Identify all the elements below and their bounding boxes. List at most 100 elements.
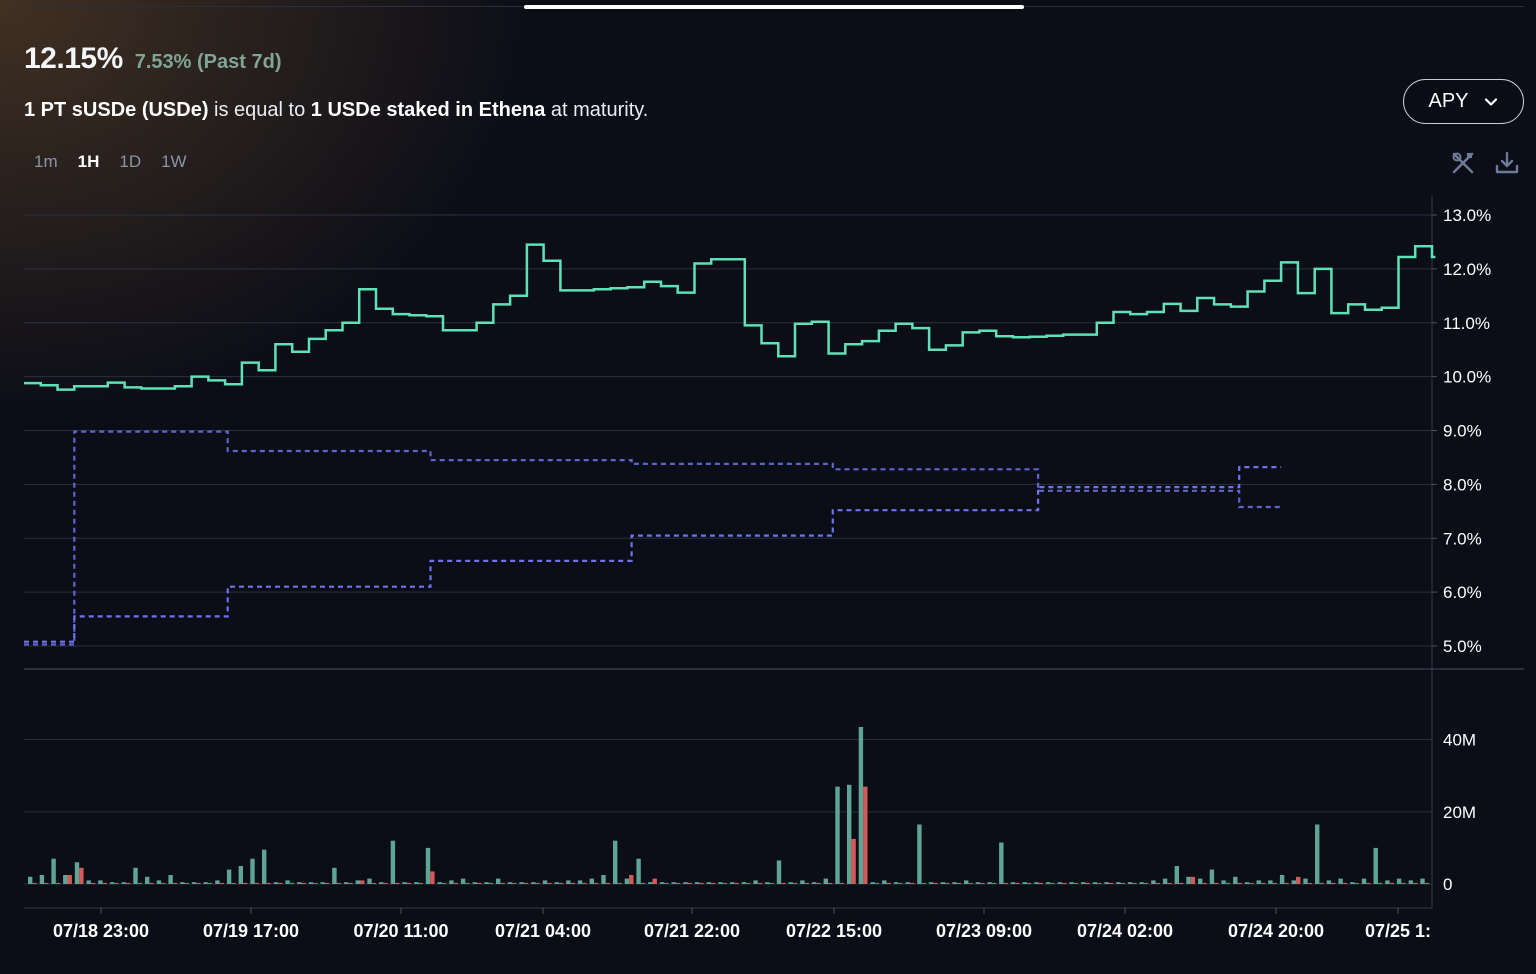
- x-tick-label: 07/24 20:00: [1228, 921, 1324, 941]
- volume-bar-sell: [32, 882, 37, 884]
- timeframe-selector: 1m 1H 1D 1W: [34, 152, 187, 172]
- volume-bar-sell: [839, 882, 845, 884]
- volume-bar-buy: [706, 882, 711, 884]
- volume-bar-sell: [1179, 882, 1184, 884]
- volume-bar-buy: [1221, 880, 1226, 884]
- volume-bar-sell: [371, 882, 377, 884]
- volume-bar-sell: [1237, 882, 1242, 884]
- volume-bar-buy: [589, 878, 594, 884]
- volume-bar-sell: [1026, 882, 1032, 884]
- x-tick-label: 07/25 1:: [1365, 921, 1431, 941]
- volume-bar-sell: [1307, 882, 1313, 884]
- volume-bar-sell: [465, 882, 470, 884]
- volume-bar-sell: [348, 882, 353, 884]
- volume-bar-buy: [1303, 878, 1308, 884]
- volume-bar-buy: [531, 882, 536, 884]
- volume-bar-buy: [1268, 880, 1273, 884]
- volume-bar-buy: [1233, 876, 1238, 884]
- volume-bar-buy: [1256, 880, 1261, 884]
- volume-bar-buy: [320, 882, 325, 884]
- volume-bar-buy: [472, 882, 477, 884]
- volume-bar-sell: [933, 882, 938, 884]
- volume-bar-buy: [507, 882, 513, 884]
- volume-bar-sell: [1120, 882, 1125, 884]
- volume-bar-sell: [289, 882, 295, 884]
- volume-bar-buy: [882, 880, 887, 884]
- volume-bar-buy: [109, 882, 115, 884]
- volume-bar-buy: [484, 882, 489, 884]
- volume-bar-buy: [730, 882, 735, 884]
- volume-bar-buy: [1291, 880, 1296, 884]
- tools-icon[interactable]: [1450, 150, 1476, 176]
- volume-bar-buy: [402, 882, 407, 884]
- volume-bar-buy: [694, 882, 700, 884]
- volume-bar-sell: [816, 882, 821, 884]
- volume-bar-sell: [1132, 882, 1137, 884]
- drag-handle[interactable]: [524, 5, 1024, 9]
- volume-bar-buy: [1315, 824, 1320, 884]
- volume-bar-sell: [757, 882, 763, 884]
- chevron-down-icon: [1484, 97, 1497, 106]
- volume-bar-sell: [184, 882, 189, 884]
- volume-bar-sell: [582, 882, 587, 884]
- timeframe-1d[interactable]: 1D: [119, 152, 142, 171]
- x-tick-label: 07/19 17:00: [203, 921, 299, 941]
- volume-bar-buy: [1081, 882, 1086, 884]
- description-text-end: at maturity.: [545, 99, 649, 121]
- volume-bar-buy: [414, 882, 419, 884]
- volume-bar-sell: [254, 882, 260, 884]
- volume-bar-buy: [180, 882, 185, 884]
- volume-bar-sell: [1377, 882, 1383, 884]
- volume-bar-sell: [1062, 882, 1067, 884]
- timeframe-1m[interactable]: 1m: [34, 152, 58, 171]
- volume-bar-sell: [722, 882, 728, 884]
- volume-bar-buy: [577, 880, 583, 884]
- volume-bar-sell: [1225, 882, 1231, 884]
- volume-bar-buy: [1326, 880, 1332, 884]
- volume-bar-sell: [418, 882, 423, 884]
- volume-bar-buy: [566, 880, 571, 884]
- volume-bar-buy: [659, 882, 665, 884]
- volume-bar-sell: [313, 882, 318, 884]
- volume-bar-sell: [1097, 882, 1102, 884]
- underlying-apy-upper-line: [24, 430, 1282, 646]
- volume-bar-sell: [79, 867, 84, 884]
- timeframe-1w[interactable]: 1W: [161, 152, 187, 171]
- volume-bar-sell: [149, 882, 154, 884]
- volume-bar-buy: [952, 882, 957, 884]
- timeframe-1h[interactable]: 1H: [77, 152, 100, 171]
- volume-bar-sell: [851, 838, 856, 884]
- volume-y-tick-label: 40M: [1443, 731, 1476, 750]
- volume-bar-buy: [1408, 880, 1413, 884]
- y-tick-label: 6.0%: [1443, 583, 1482, 602]
- volume-bar-buy: [1420, 878, 1425, 884]
- volume-bar-sell: [699, 882, 704, 884]
- volume-bar-sell: [1272, 882, 1277, 884]
- pt-token-name: 1 PT sUSDe (USDe): [24, 99, 209, 121]
- volume-bar-sell: [1190, 876, 1196, 884]
- volume-bar-buy: [613, 840, 618, 884]
- volume-bar-buy: [379, 882, 384, 884]
- metric-selector-dropdown[interactable]: APY: [1403, 79, 1524, 124]
- volume-bar-buy: [51, 858, 56, 884]
- volume-bar-sell: [1085, 882, 1090, 884]
- y-tick-label: 13.0%: [1443, 206, 1491, 225]
- volume-bar-sell: [266, 882, 271, 884]
- volume-bar-buy: [343, 882, 349, 884]
- volume-bar-buy: [753, 880, 758, 884]
- volume-bar-sell: [219, 882, 224, 884]
- volume-bar-sell: [792, 882, 798, 884]
- volume-bar-buy: [999, 842, 1004, 884]
- volume-bar-buy: [1385, 880, 1390, 884]
- volume-bar-buy: [1092, 882, 1098, 884]
- download-icon[interactable]: [1494, 150, 1520, 176]
- volume-bar-sell: [1354, 882, 1359, 884]
- volume-bar-buy: [1174, 866, 1179, 884]
- volume-bar-sell: [898, 882, 903, 884]
- volume-bar-buy: [390, 840, 396, 884]
- x-tick-label: 07/21 04:00: [495, 921, 591, 941]
- volume-bar-buy: [86, 880, 91, 884]
- volume-bar-sell: [711, 882, 716, 884]
- volume-bar-sell: [243, 882, 248, 884]
